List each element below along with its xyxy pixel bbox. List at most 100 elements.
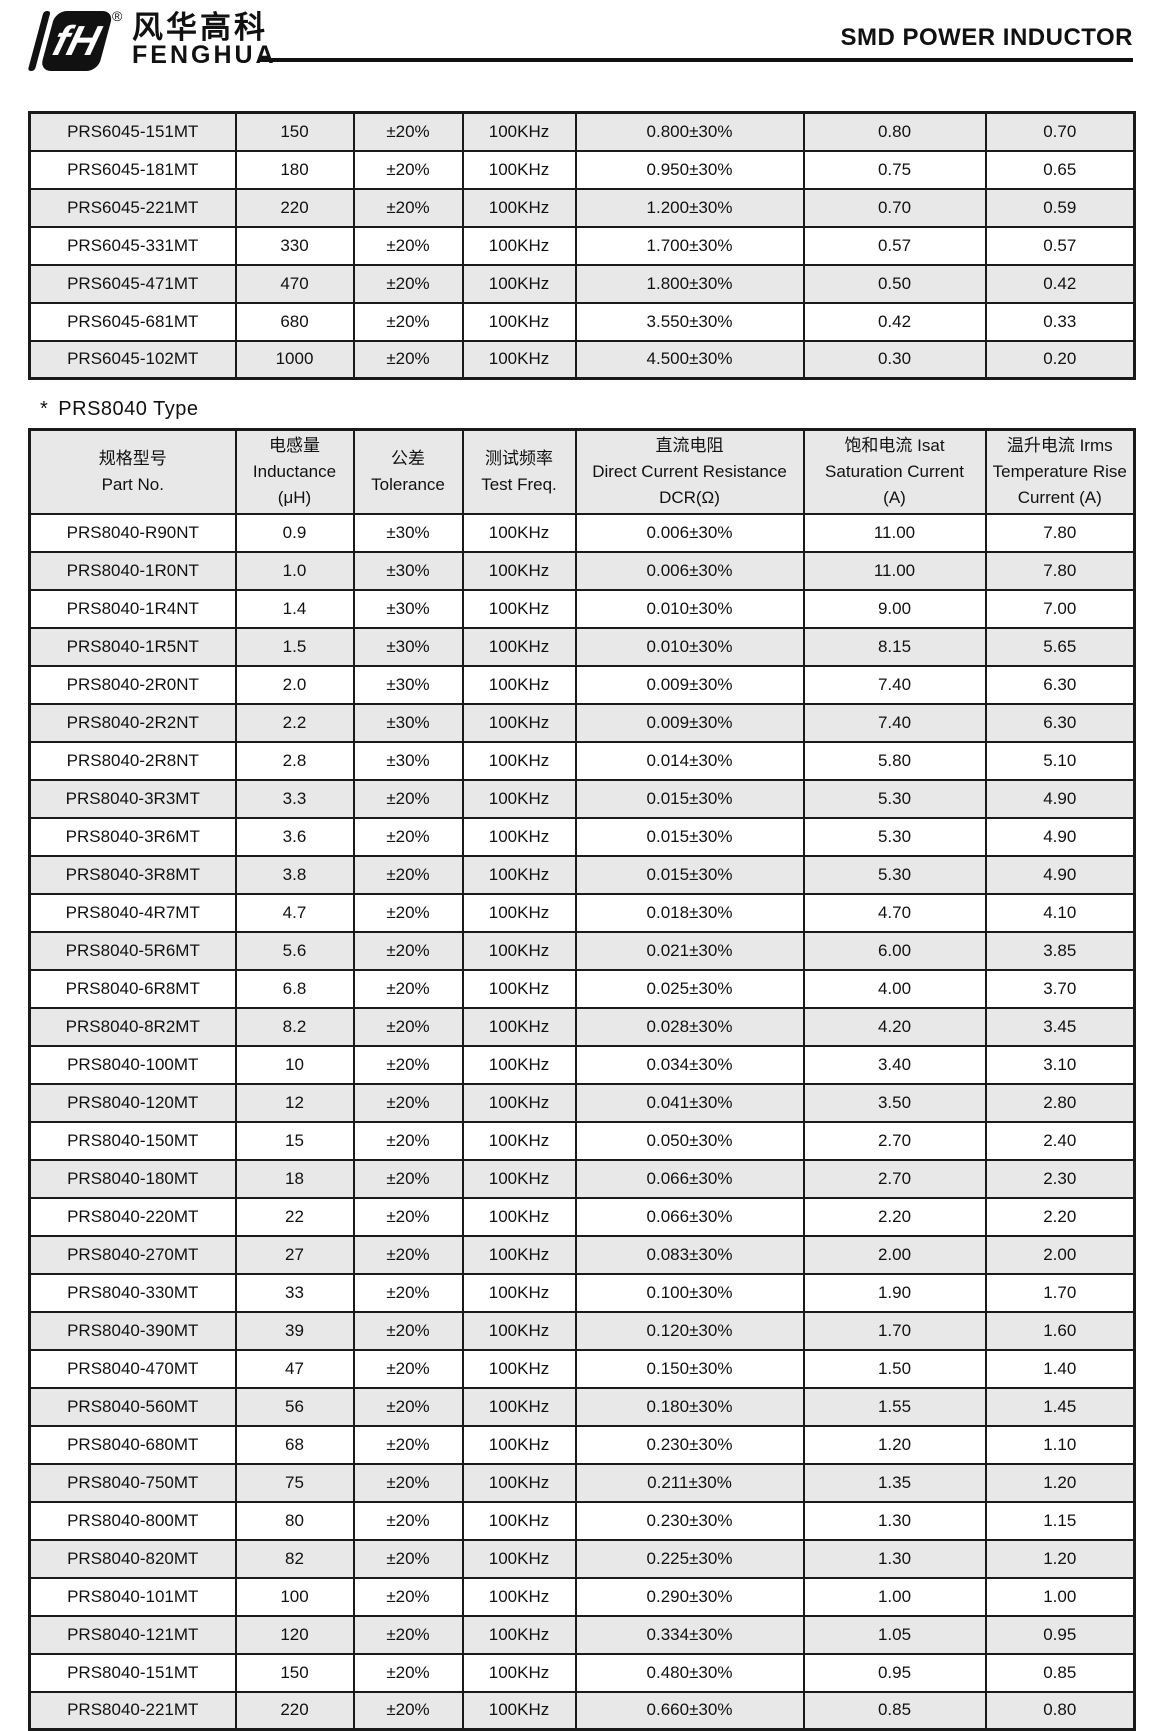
- table-row: PRS8040-120MT 12 ±20% 100KHz 0.041±30% 3.50 2.…: [28, 1082, 1136, 1123]
- value-cell: 0.211±30%: [574, 1462, 805, 1503]
- value-cell: 220: [234, 1690, 355, 1731]
- value-cell: 100KHz: [461, 512, 577, 553]
- brand-name-cn: 风华高科: [132, 10, 268, 45]
- table-row: PRS8040-800MT 80 ±20% 100KHz 0.230±30% 1.30 1.…: [28, 1500, 1136, 1541]
- value-cell: 5.30: [802, 816, 987, 857]
- value-cell: 100KHz: [461, 550, 577, 591]
- value-cell: ±20%: [352, 854, 464, 895]
- table-row: PRS6045-331MT 330 ±20% 100KHz 1.700±30% 0.57 0…: [28, 225, 1136, 266]
- value-cell: 3.3: [234, 778, 355, 819]
- table-row: PRS8040-101MT 100 ±20% 100KHz 0.290±30% 1.00 1…: [28, 1576, 1136, 1617]
- value-cell: 100KHz: [461, 187, 577, 228]
- value-cell: 0.028±30%: [574, 1006, 805, 1047]
- value-cell: 1.00: [802, 1576, 987, 1617]
- section-title: * PRS8040 Type: [40, 398, 198, 421]
- value-cell: 2.70: [802, 1158, 987, 1199]
- col-header-cn: 规格型号: [98, 448, 167, 468]
- value-cell: 4.20: [802, 1006, 987, 1047]
- value-cell: 100KHz: [461, 1424, 577, 1465]
- value-cell: 0.30: [802, 339, 987, 380]
- table-row: PRS6045-151MT 150 ±20% 100KHz 0.800±30% 0.80 0…: [28, 111, 1136, 152]
- table-row: PRS8040-270MT 27 ±20% 100KHz 0.083±30% 2.00 2.…: [28, 1234, 1136, 1275]
- value-cell: 3.85: [984, 930, 1136, 971]
- value-cell: 0.015±30%: [574, 854, 805, 895]
- part-no-cell: PRS8040-3R8MT: [28, 854, 237, 895]
- table-row: PRS8040-6R8MT 6.8 ±20% 100KHz 0.025±30% 4.00 3…: [28, 968, 1136, 1009]
- value-cell: 100: [234, 1576, 355, 1617]
- part-no-cell: PRS6045-221MT: [28, 187, 237, 228]
- part-no-cell: PRS8040-800MT: [28, 1500, 237, 1541]
- value-cell: 2.8: [234, 740, 355, 781]
- value-cell: 0.018±30%: [574, 892, 805, 933]
- value-cell: 0.57: [984, 225, 1136, 266]
- part-no-cell: PRS8040-220MT: [28, 1196, 237, 1237]
- table-row: PRS8040-750MT 75 ±20% 100KHz 0.211±30% 1.35 1.…: [28, 1462, 1136, 1503]
- value-cell: 0.083±30%: [574, 1234, 805, 1275]
- value-cell: 15: [234, 1120, 355, 1161]
- value-cell: 0.33: [984, 301, 1136, 342]
- value-cell: 1.4: [234, 588, 355, 629]
- value-cell: 6.30: [984, 702, 1136, 743]
- part-no-cell: PRS8040-120MT: [28, 1082, 237, 1123]
- part-no-cell: PRS8040-1R0NT: [28, 550, 237, 591]
- value-cell: ±20%: [352, 301, 464, 342]
- value-cell: 1.05: [802, 1614, 987, 1655]
- table-row: PRS8040-1R5NT 1.5 ±30% 100KHz 0.010±30% 8.15 5…: [28, 626, 1136, 667]
- value-cell: 1.55: [802, 1386, 987, 1427]
- value-cell: 100KHz: [461, 1348, 577, 1389]
- part-no-cell: PRS8040-101MT: [28, 1576, 237, 1617]
- value-cell: 1.5: [234, 626, 355, 667]
- value-cell: 80: [234, 1500, 355, 1541]
- value-cell: 2.0: [234, 664, 355, 705]
- table-row: PRS8040-3R6MT 3.6 ±20% 100KHz 0.015±30% 5.30 4…: [28, 816, 1136, 857]
- part-no-cell: PRS8040-270MT: [28, 1234, 237, 1275]
- value-cell: 5.30: [802, 854, 987, 895]
- value-cell: 100KHz: [461, 930, 577, 971]
- part-no-cell: PRS8040-2R2NT: [28, 702, 237, 743]
- value-cell: 11.00: [802, 550, 987, 591]
- table-header-row: 规格型号 Part No. 电感量 Inductance (μH) 公差 Tol…: [28, 428, 1136, 515]
- value-cell: 0.009±30%: [574, 702, 805, 743]
- value-cell: 4.7: [234, 892, 355, 933]
- value-cell: ±20%: [352, 1386, 464, 1427]
- col-header-en: Tolerance: [371, 474, 445, 494]
- part-no-cell: PRS8040-3R6MT: [28, 816, 237, 857]
- value-cell: 2.20: [984, 1196, 1136, 1237]
- value-cell: ±20%: [352, 263, 464, 304]
- value-cell: 1.35: [802, 1462, 987, 1503]
- value-cell: ±20%: [352, 1538, 464, 1579]
- value-cell: ±20%: [352, 1576, 464, 1617]
- value-cell: 9.00: [802, 588, 987, 629]
- value-cell: 0.050±30%: [574, 1120, 805, 1161]
- value-cell: 0.150±30%: [574, 1348, 805, 1389]
- part-no-cell: PRS8040-4R7MT: [28, 892, 237, 933]
- value-cell: 0.9: [234, 512, 355, 553]
- value-cell: 1.800±30%: [574, 263, 805, 304]
- value-cell: ±20%: [352, 1652, 464, 1693]
- value-cell: 0.290±30%: [574, 1576, 805, 1617]
- part-no-cell: PRS8040-100MT: [28, 1044, 237, 1085]
- value-cell: 4.90: [984, 854, 1136, 895]
- value-cell: ±20%: [352, 1348, 464, 1389]
- value-cell: ±20%: [352, 778, 464, 819]
- value-cell: 100KHz: [461, 1576, 577, 1617]
- part-no-cell: PRS8040-390MT: [28, 1310, 237, 1351]
- value-cell: ±20%: [352, 816, 464, 857]
- value-cell: 0.066±30%: [574, 1158, 805, 1199]
- table-row: PRS8040-5R6MT 5.6 ±20% 100KHz 0.021±30% 6.00 3…: [28, 930, 1136, 971]
- part-no-cell: PRS8040-8R2MT: [28, 1006, 237, 1047]
- part-no-cell: PRS8040-2R0NT: [28, 664, 237, 705]
- table-row: PRS6045-681MT 680 ±20% 100KHz 3.550±30% 0.42 0…: [28, 301, 1136, 342]
- value-cell: 2.20: [802, 1196, 987, 1237]
- col-header-cn: 公差: [391, 448, 425, 468]
- value-cell: 7.80: [984, 550, 1136, 591]
- part-no-cell: PRS8040-2R8NT: [28, 740, 237, 781]
- section-title-star: *: [40, 398, 49, 420]
- value-cell: 0.95: [802, 1652, 987, 1693]
- value-cell: 0.225±30%: [574, 1538, 805, 1579]
- part-no-cell: PRS6045-181MT: [28, 149, 237, 190]
- value-cell: 100KHz: [461, 1082, 577, 1123]
- value-cell: 3.70: [984, 968, 1136, 1009]
- value-cell: 180: [234, 149, 355, 190]
- table-row: PRS8040-8R2MT 8.2 ±20% 100KHz 0.028±30% 4.20 3…: [28, 1006, 1136, 1047]
